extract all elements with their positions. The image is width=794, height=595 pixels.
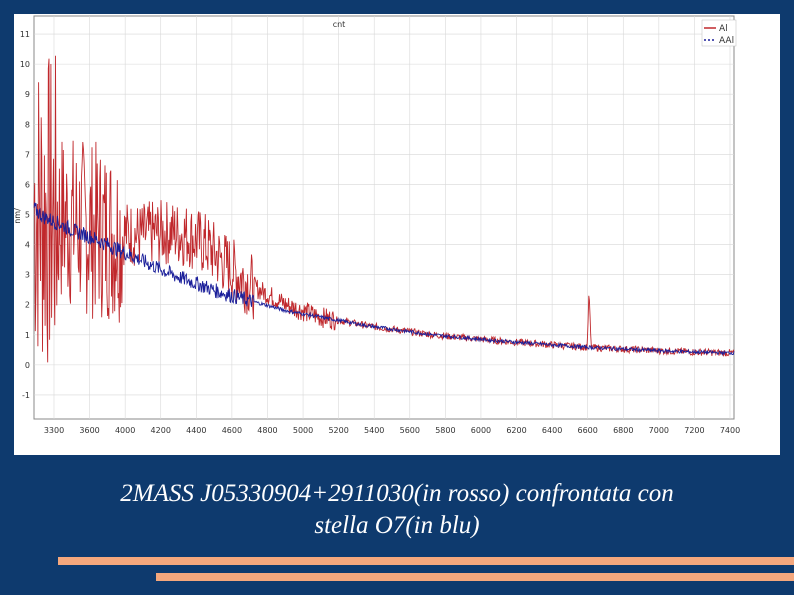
- chart-svg: -1 0 1 2 3 4 5 6 7 8 9 10 11 3300 3600 4000 4200 4400 4600…: [14, 14, 780, 455]
- accent-bar-top: [58, 557, 794, 565]
- x-tick-label: 5400: [364, 426, 384, 435]
- x-tick-label: 5000: [293, 426, 313, 435]
- series-aal-line: [33, 202, 735, 357]
- x-tick-label: 5600: [400, 426, 420, 435]
- series-aal-layer: [33, 202, 735, 357]
- x-axis-label: cnt: [333, 20, 346, 29]
- x-tick-label: 4600: [222, 426, 242, 435]
- series-al-line: [33, 55, 735, 363]
- accent-bar-bottom: [156, 573, 794, 581]
- caption-line-2: stella O7(in blu): [314, 512, 480, 539]
- x-tick-label: 4000: [115, 426, 135, 435]
- x-tick-label: 6800: [613, 426, 633, 435]
- x-tick-label: 3600: [79, 426, 99, 435]
- x-tick-label: 6000: [471, 426, 491, 435]
- y-tick-label: 8: [25, 120, 30, 129]
- caption-line-1: 2MASS J05330904+2911030(in rosso) confro…: [120, 480, 674, 507]
- y-tick-label: 6: [25, 180, 30, 189]
- y-tick-label: 11: [20, 30, 30, 39]
- plot-area: [33, 15, 735, 420]
- y-tick-label: 1: [25, 331, 30, 340]
- series-al-layer: [33, 55, 735, 363]
- y-tick-label: -1: [22, 391, 30, 400]
- y-tick-label: 4: [25, 241, 30, 250]
- chart-legend: Al AAl: [701, 19, 737, 47]
- y-tick-label: 3: [25, 271, 30, 280]
- x-tick-label: 7400: [720, 426, 740, 435]
- x-tick-label: 6600: [578, 426, 598, 435]
- y-tick-label: 9: [25, 90, 30, 99]
- y-tick-label: 7: [25, 150, 30, 159]
- legend-label-aal: AAl: [719, 36, 734, 46]
- x-tick-label: 5800: [435, 426, 455, 435]
- tick-layer: -1 0 1 2 3 4 5 6 7 8 9 10 11 3300 3600 4000 4200 4400 4600…: [20, 30, 740, 435]
- y-tick-label: 5: [25, 210, 30, 219]
- x-tick-label: 4800: [257, 426, 277, 435]
- y-tick-label: 2: [25, 301, 30, 310]
- spectrum-chart: -1 0 1 2 3 4 5 6 7 8 9 10 11 3300 3600 4000 4200 4400 4600…: [14, 14, 780, 455]
- x-tick-label: 4400: [186, 426, 206, 435]
- x-tick-label: 7000: [649, 426, 669, 435]
- legend-box: [701, 19, 737, 47]
- x-tick-label: 6400: [542, 426, 562, 435]
- x-tick-label: 7200: [684, 426, 704, 435]
- slide-caption: 2MASS J05330904+2911030(in rosso) confro…: [20, 478, 774, 542]
- x-tick-label: 4200: [151, 426, 171, 435]
- x-tick-label: 5200: [328, 426, 348, 435]
- x-tick-label: 6200: [506, 426, 526, 435]
- y-axis-label: nm/: [14, 208, 22, 224]
- legend-label-al: Al: [719, 24, 728, 34]
- x-tick-label: 3300: [44, 426, 64, 435]
- y-tick-label: 0: [25, 361, 30, 370]
- y-tick-label: 10: [20, 60, 30, 69]
